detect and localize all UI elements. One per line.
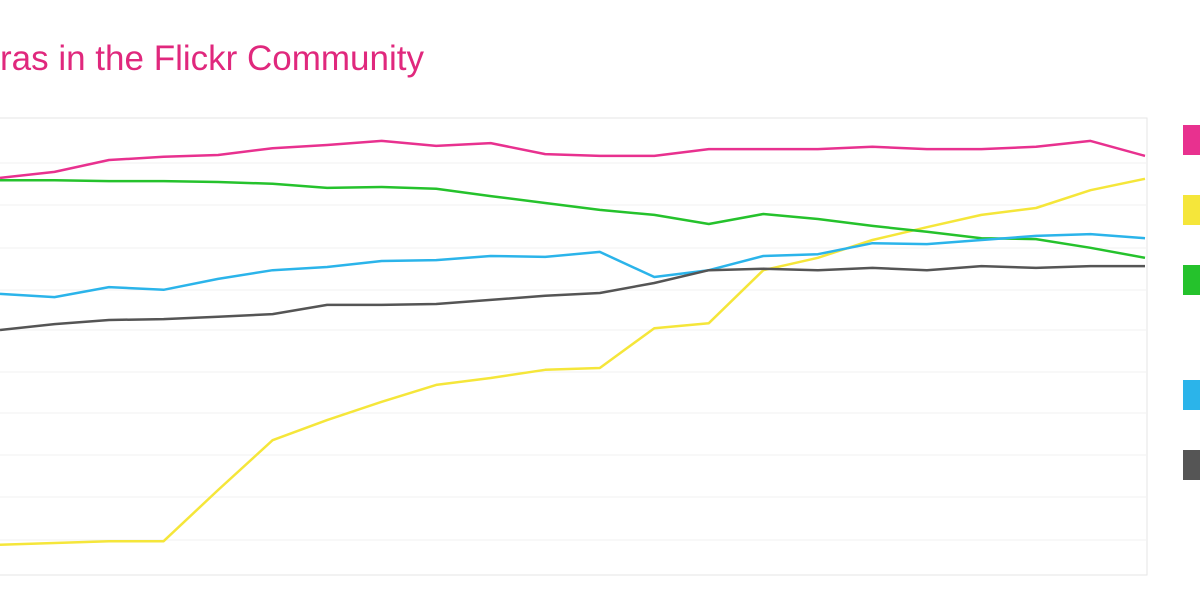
legend-swatch (1183, 380, 1200, 410)
legend-swatch (1183, 195, 1200, 225)
chart-title: ras in the Flickr Community (0, 39, 424, 78)
series-line (0, 232, 1146, 299)
legend-swatch (1183, 265, 1200, 295)
series-line (0, 178, 1146, 260)
series-line (0, 139, 1146, 180)
grid (0, 162, 1147, 541)
legend-swatch (1183, 450, 1200, 480)
series-line (0, 177, 1146, 547)
plot-frame (0, 117, 1148, 576)
legend-swatch (1183, 125, 1200, 155)
series-line (0, 264, 1145, 332)
